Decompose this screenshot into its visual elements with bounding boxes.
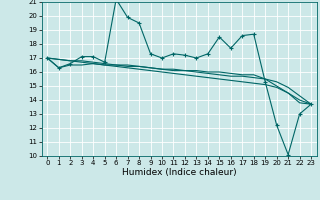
X-axis label: Humidex (Indice chaleur): Humidex (Indice chaleur) (122, 168, 236, 177)
